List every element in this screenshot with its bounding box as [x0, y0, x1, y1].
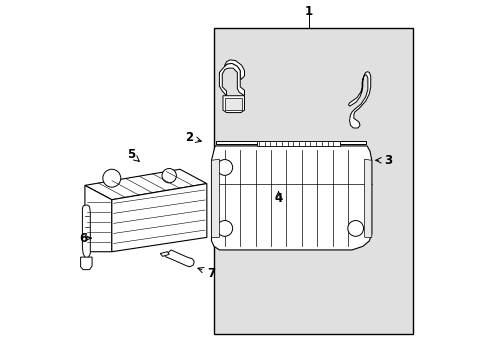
Text: 5: 5 [127, 148, 135, 161]
Polygon shape [364, 159, 371, 237]
Polygon shape [225, 98, 242, 110]
Polygon shape [81, 257, 92, 270]
Circle shape [217, 159, 232, 175]
Text: 3: 3 [383, 154, 391, 167]
Polygon shape [82, 205, 90, 258]
Text: 1: 1 [305, 5, 312, 18]
Polygon shape [219, 63, 244, 96]
Polygon shape [211, 146, 371, 250]
Polygon shape [85, 185, 112, 252]
Circle shape [162, 168, 176, 183]
Polygon shape [160, 252, 169, 256]
Polygon shape [257, 141, 339, 146]
Polygon shape [224, 60, 244, 80]
Circle shape [102, 169, 121, 187]
Text: 2: 2 [184, 131, 193, 144]
Polygon shape [211, 159, 219, 237]
Text: 6: 6 [80, 231, 88, 244]
Polygon shape [215, 140, 366, 144]
Polygon shape [223, 96, 244, 113]
Circle shape [347, 221, 363, 236]
Polygon shape [85, 169, 206, 200]
Circle shape [217, 221, 232, 236]
Polygon shape [112, 184, 206, 252]
Polygon shape [348, 72, 370, 128]
Polygon shape [164, 250, 194, 267]
Bar [214, 28, 412, 334]
Text: 7: 7 [207, 267, 215, 280]
Text: 4: 4 [274, 192, 282, 205]
